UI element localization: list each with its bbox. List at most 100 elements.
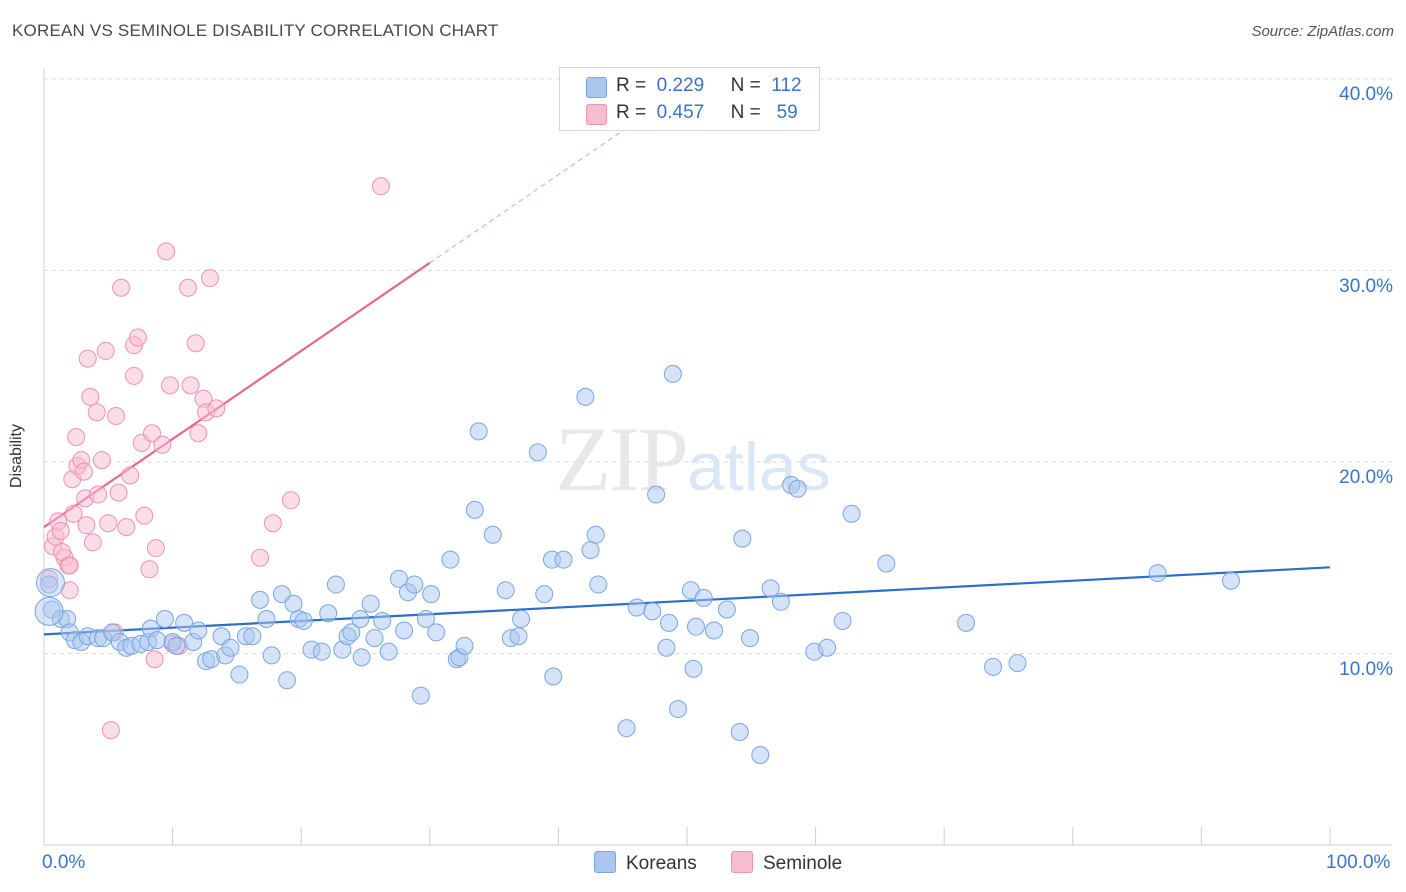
korean-point xyxy=(617,719,636,738)
stats-legend: R = 0.229 N = 112 R = 0.457 N = 59 xyxy=(559,67,820,131)
y-tick-label: 10.0% xyxy=(1339,658,1393,680)
seminole-point xyxy=(186,334,205,353)
korean-point xyxy=(312,642,331,661)
korean-point xyxy=(512,610,531,629)
seminole-point xyxy=(145,650,164,669)
seminole-point xyxy=(83,533,102,552)
seminole-point xyxy=(143,424,162,443)
y-tick-label: 20.0% xyxy=(1339,467,1393,488)
korean-point xyxy=(257,610,276,629)
seminole-point xyxy=(78,349,97,368)
legend-r-value: 0.229 xyxy=(656,75,705,96)
korean-point xyxy=(1008,654,1027,673)
seminole-point xyxy=(146,539,165,558)
korean-point xyxy=(155,610,174,629)
seminole-point xyxy=(99,514,118,533)
korean-point xyxy=(984,657,1003,676)
seminole-legend-swatch xyxy=(731,851,753,873)
x-tick-label-min: 0.0% xyxy=(42,852,86,873)
legend-n-value: 59 xyxy=(776,102,798,123)
korean-point xyxy=(422,585,441,604)
korean-point xyxy=(294,611,313,630)
korean-point xyxy=(278,671,297,690)
seminole-point xyxy=(179,278,198,297)
seminole-point xyxy=(140,560,159,579)
korean-point xyxy=(284,594,303,613)
korean-point xyxy=(877,554,896,573)
korean-point xyxy=(361,594,380,613)
korean-cluster-point xyxy=(34,596,64,626)
korean-point xyxy=(668,700,687,719)
seminole-point xyxy=(89,485,108,504)
korean-point xyxy=(326,575,345,594)
korean-point xyxy=(663,364,682,383)
seminole-trend-extension xyxy=(429,130,624,264)
seminole-swatch xyxy=(586,104,607,125)
legend-n-value: 112 xyxy=(771,75,802,96)
source-credit: Source: ZipAtlas.com xyxy=(1251,23,1394,40)
seminole-point xyxy=(251,548,270,567)
korean-point xyxy=(576,387,595,406)
korean-point xyxy=(687,617,706,636)
korean-point xyxy=(535,585,554,604)
seminole-point xyxy=(87,403,106,422)
korean-point xyxy=(509,627,528,646)
korean-point xyxy=(373,611,392,630)
korean-point xyxy=(761,579,780,598)
legend-r-value: 0.457 xyxy=(656,102,705,123)
korean-point xyxy=(189,621,208,640)
korean-trend-line xyxy=(43,566,1331,636)
seminole-point xyxy=(161,376,180,395)
seminole-point xyxy=(77,516,96,535)
seminole-point xyxy=(96,341,115,360)
seminole-point xyxy=(81,387,100,406)
korean-point xyxy=(251,590,270,609)
korean-point xyxy=(351,610,370,629)
korean-point xyxy=(647,485,666,504)
korean-point xyxy=(586,525,605,544)
korean-point xyxy=(544,667,563,686)
korean-point xyxy=(230,665,249,684)
seminole-point xyxy=(135,506,154,525)
bottom-legend-koreans: Koreans xyxy=(594,851,697,875)
korean-point xyxy=(589,575,608,594)
korean-point xyxy=(496,581,515,600)
y-axis-label: Disability xyxy=(8,423,25,489)
korean-point xyxy=(221,638,240,657)
korean-point xyxy=(528,443,547,462)
legend-n-label: N = xyxy=(730,75,761,96)
korean-point xyxy=(167,636,186,655)
korean-point xyxy=(352,648,371,667)
korean-point xyxy=(243,627,262,646)
seminole-point xyxy=(53,543,72,562)
data-points xyxy=(34,177,1240,764)
seminole-point xyxy=(263,514,282,533)
seminole-point xyxy=(200,269,219,288)
korean-point xyxy=(705,621,724,640)
chart-title: KOREAN VS SEMINOLE DISABILITY CORRELATIO… xyxy=(12,21,499,40)
korean-point xyxy=(1148,564,1167,583)
seminole-point xyxy=(101,721,120,740)
trend-lines xyxy=(43,130,1331,636)
korean-point xyxy=(319,604,338,623)
korean-cluster-point xyxy=(35,568,65,598)
korean-point xyxy=(1221,571,1240,590)
seminole-point xyxy=(125,366,144,385)
korean-point xyxy=(272,585,291,604)
korean-point xyxy=(771,592,790,611)
seminole-legend-label: Seminole xyxy=(763,853,843,874)
korean-point xyxy=(751,745,770,764)
korean-point xyxy=(483,525,502,544)
gridlines xyxy=(44,78,1392,654)
seminole-point xyxy=(67,428,86,447)
korean-point xyxy=(684,659,703,678)
korean-point xyxy=(416,610,435,629)
seminole-point xyxy=(207,399,226,418)
korean-point xyxy=(627,598,646,617)
axes xyxy=(43,68,1392,846)
bottom-legend-seminole: Seminole xyxy=(731,851,842,875)
korean-point xyxy=(411,686,430,705)
korean-point xyxy=(659,613,678,632)
seminole-point xyxy=(371,177,390,196)
